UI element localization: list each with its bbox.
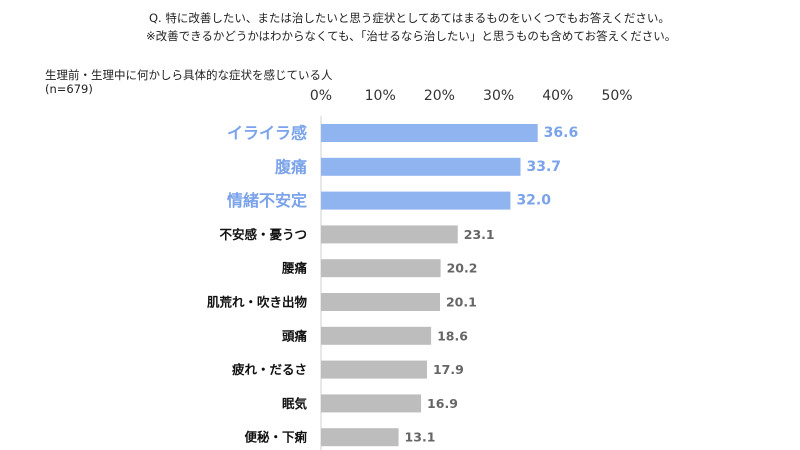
sample-size: (n=679) [45, 82, 93, 96]
data-label: 16.9 [427, 396, 458, 411]
data-label: 20.2 [447, 261, 478, 276]
category-label: 不安感・憂うつ [219, 227, 307, 242]
x-tick-label: 30% [483, 88, 514, 104]
category-label: 肌荒れ・吹き出物 [206, 295, 308, 310]
bar [321, 326, 432, 345]
bar [321, 191, 511, 210]
data-label: 23.1 [464, 227, 495, 242]
x-tick-label: 10% [365, 88, 396, 104]
category-label: 腹痛 [275, 157, 307, 176]
category-label: 頭痛 [282, 328, 308, 343]
data-label: 17.9 [433, 362, 464, 377]
bar [321, 394, 422, 413]
x-tick-label: 0% [310, 88, 332, 104]
data-label: 33.7 [527, 159, 562, 175]
category-label: 疲れ・だるさ [232, 362, 307, 377]
bar [321, 157, 521, 176]
data-label: 20.1 [446, 295, 477, 310]
data-label: 18.6 [437, 328, 468, 343]
bar [321, 428, 399, 447]
x-tick-label: 50% [601, 88, 632, 104]
data-label: 32.0 [516, 193, 551, 209]
bar [321, 124, 538, 142]
category-label: 腰痛 [281, 261, 308, 276]
category-label: イライラ感 [227, 124, 307, 143]
respondent-description: 生理前・生理中に何かしら具体的な症状を感じている人 [45, 68, 333, 82]
category-label: 情緒不安定 [227, 191, 307, 210]
bar [321, 225, 458, 244]
bar [321, 259, 441, 278]
data-label: 36.6 [544, 125, 579, 141]
x-tick-label: 20% [424, 88, 455, 104]
category-label: 便秘・下痢 [244, 430, 307, 445]
question-line-2: ※改善できるかどうかはわからなくても、「治せるなら治したい」と思うものも含めてお… [146, 29, 677, 43]
category-label: 眠気 [282, 396, 308, 411]
question-line-1: Q. 特に改善したい、または治したいと思う症状としてあてはまるものをいくつでもお… [149, 11, 670, 25]
bar [321, 293, 440, 311]
data-label: 13.1 [405, 430, 436, 445]
bar [321, 360, 427, 379]
x-tick-label: 40% [542, 88, 573, 104]
